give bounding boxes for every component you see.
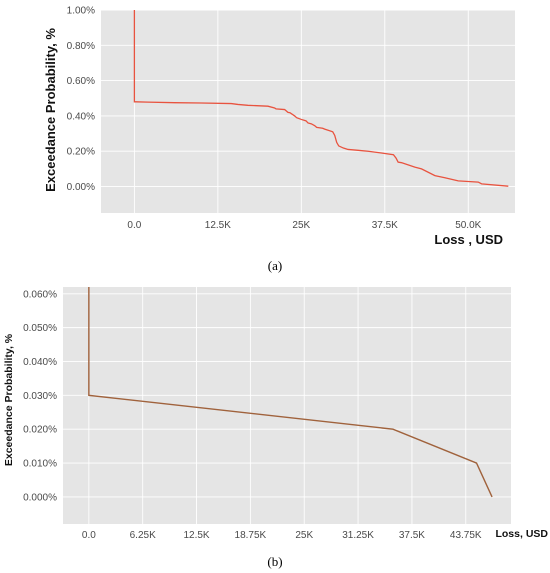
series-line-b	[88, 287, 493, 498]
x-tick-label: 31.25K	[342, 530, 374, 541]
panel-label-a: (a)	[268, 258, 282, 273]
chart-panel-b: 0.000%0.010%0.020%0.030%0.040%0.050%0.06…	[3, 287, 548, 569]
y-axis-label-a: Exceedance Probability, %	[43, 28, 58, 192]
y-tick-label: 0.40%	[67, 111, 95, 122]
y-tick-label: 0.60%	[67, 76, 95, 87]
x-tick-label: 12.5K	[205, 220, 231, 231]
y-ticks-a: 0.00% 0.20% 0.40% 0.60% 0.80% 1.00%	[67, 6, 95, 194]
x-axis-label-a: Loss , USD	[434, 232, 503, 247]
y-tick-label: 0.20%	[67, 147, 95, 158]
x-ticks-b: 0.0 6.25K 12.5K 18.75K 25K 31.25K 37.5K 43.75K	[82, 530, 482, 541]
y-axis-label-b: Exceedance Probability, %	[3, 333, 15, 466]
gridlines-b	[63, 287, 511, 524]
x-tick-label: 6.25K	[130, 530, 156, 541]
x-axis-label-b: Loss, USD	[495, 528, 548, 540]
x-ticks-a: 0.0 12.5K 25K 37.5K 50.0K	[127, 220, 481, 231]
y-tick-label: 1.00%	[67, 6, 95, 17]
x-tick-label: 43.75K	[450, 530, 482, 541]
y-tick-label: 0.00%	[67, 182, 95, 193]
plot-area-a	[101, 10, 515, 213]
y-tick-label: 0.050%	[23, 323, 57, 334]
series-line-a	[133, 10, 509, 187]
panel-label-b: (b)	[267, 554, 282, 569]
x-tick-label: 12.5K	[183, 530, 209, 541]
y-tick-label: 0.060%	[23, 289, 57, 300]
y-tick-label: 0.010%	[23, 459, 57, 470]
x-tick-label: 37.5K	[372, 220, 398, 231]
y-tick-label: 0.000%	[23, 492, 57, 503]
y-tick-label: 0.030%	[23, 391, 57, 402]
x-tick-label: 37.5K	[399, 530, 425, 541]
plot-area-b	[63, 287, 511, 524]
x-tick-label: 25K	[295, 530, 313, 541]
x-tick-label: 0.0	[127, 220, 141, 231]
gridlines-a	[101, 9, 515, 213]
chart-panel-a: 0.00% 0.20% 0.40% 0.60% 0.80% 1.00% 0.0 12.5K 2…	[43, 6, 515, 273]
x-tick-label: 18.75K	[235, 530, 267, 541]
x-tick-label: 25K	[292, 220, 310, 231]
y-tick-label: 0.040%	[23, 357, 57, 368]
y-ticks-b: 0.000% 0.010% 0.020% 0.030% 0.040% 0.050% 0.06…	[23, 289, 57, 503]
y-tick-label: 0.020%	[23, 425, 57, 436]
x-tick-label: 0.0	[82, 530, 96, 541]
x-tick-label: 50.0K	[455, 220, 481, 231]
y-tick-label: 0.80%	[67, 41, 95, 52]
